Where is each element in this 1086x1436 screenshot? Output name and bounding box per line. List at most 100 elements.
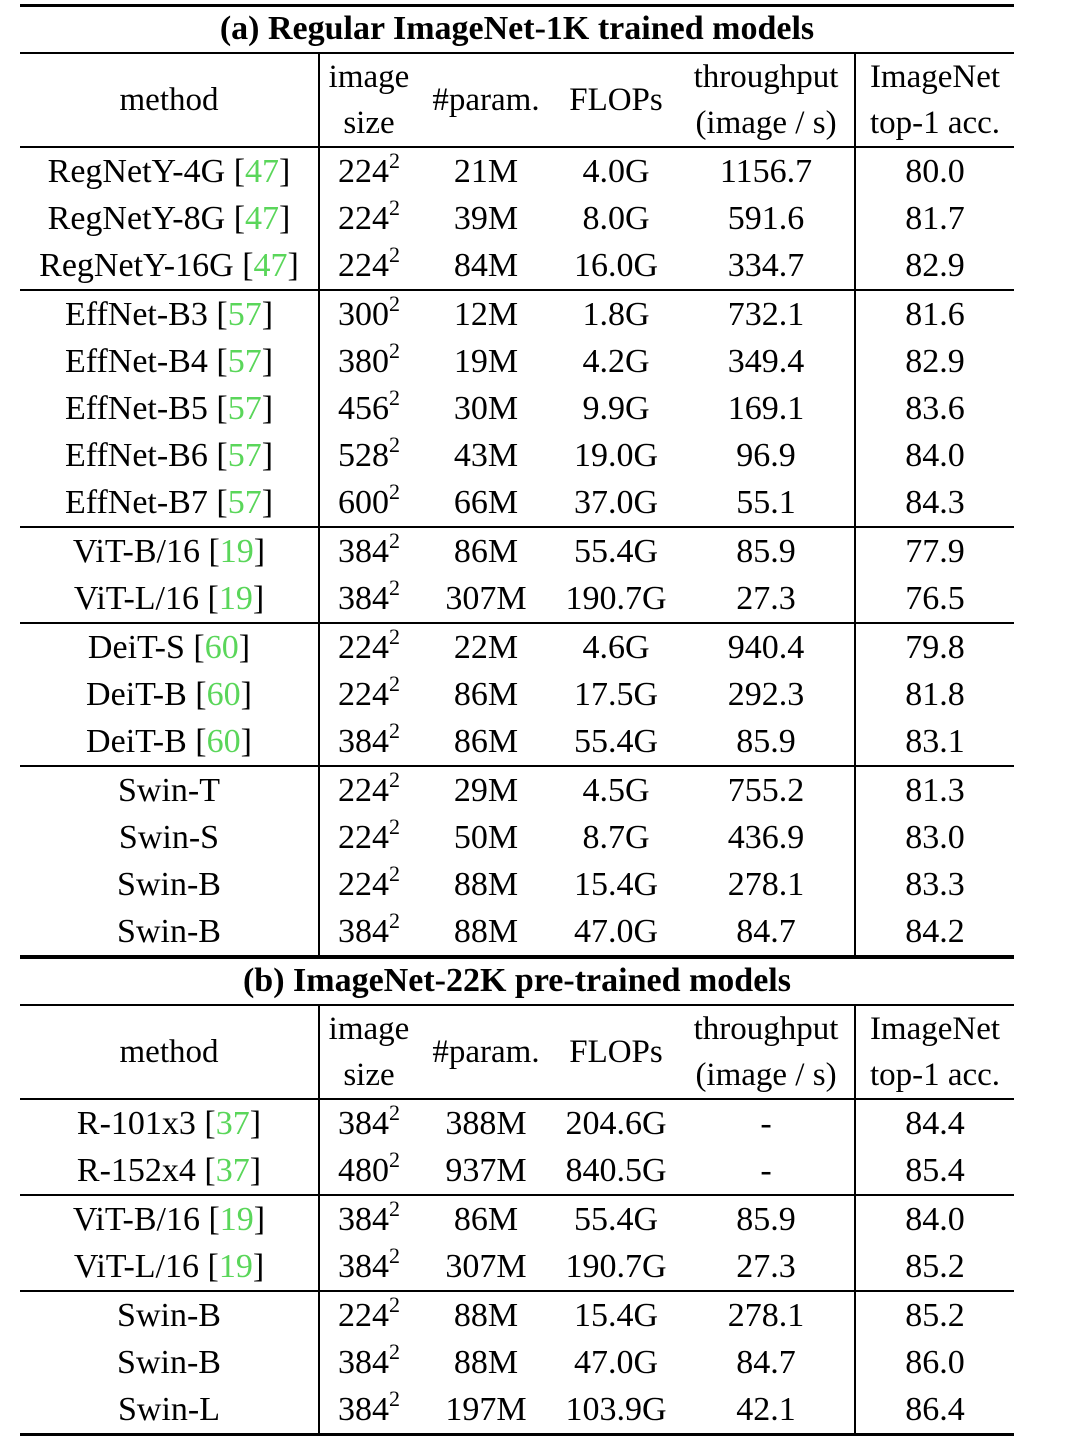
param-value: 88M (453, 1344, 519, 1381)
image-size-value: 384 (338, 1201, 389, 1238)
cell-acc: 86.4 (856, 1386, 1014, 1433)
citation-link[interactable]: 60 (204, 629, 239, 666)
cell-method: R-152x4 [37] (76, 1152, 262, 1189)
citation-link[interactable]: 57 (227, 296, 262, 333)
image-size-value: 600 (338, 484, 389, 521)
cell-throughput: 591.6 (678, 195, 854, 242)
citation-link[interactable]: 37 (215, 1105, 250, 1142)
cell-size: 3002 (320, 291, 418, 338)
cell-method: RegNetY-4G [47] (47, 153, 291, 190)
cell-flops: 8.0G (554, 195, 678, 242)
table-row: EffNet-B6 [57] 5282 43M 19.0G 96.9 84.0 (20, 432, 1014, 479)
throughput-value: 292.3 (727, 676, 805, 713)
method-name: EffNet-B5 (64, 390, 208, 427)
table-row: Swin-B 2242 88M 15.4G 278.1 85.2 (20, 1292, 1014, 1339)
cell-acc: 84.2 (856, 908, 1014, 955)
cell-throughput: 292.3 (678, 671, 854, 718)
table-row: RegNetY-8G [47] 2242 39M 8.0G 591.6 81.7 (20, 195, 1014, 242)
method-name: R-101x3 (76, 1105, 196, 1142)
throughput-value: 278.1 (727, 1297, 805, 1334)
table-row: ViT-B/16 [19] 3842 86M 55.4G 85.9 77.9 (20, 528, 1014, 575)
method-name: RegNetY-4G (47, 153, 226, 190)
cell-throughput: 84.7 (678, 908, 854, 955)
cell-method: ViT-L/16 [19] (73, 580, 265, 617)
image-size-value: 456 (338, 390, 389, 427)
cell-method: EffNet-B6 [57] (64, 437, 274, 474)
cell-size: 2242 (320, 195, 418, 242)
cell-size: 3842 (320, 1339, 418, 1386)
citation-link[interactable]: 19 (219, 533, 254, 570)
citation-link[interactable]: 19 (218, 1248, 253, 1285)
header-flops: FLOPs (554, 77, 678, 123)
flops-value: 37.0G (573, 484, 659, 521)
cell-param: 86M (418, 1196, 554, 1243)
cell-method: Swin-L (20, 1386, 318, 1433)
header-text: image (328, 59, 410, 95)
header-text: #param. (432, 1034, 540, 1070)
citation-link[interactable]: 47 (245, 200, 280, 237)
image-size-value: 384 (338, 533, 389, 570)
image-size-value: 300 (338, 296, 389, 333)
citation-link[interactable]: 19 (219, 1201, 254, 1238)
image-size-value: 384 (338, 1105, 389, 1142)
citation-link[interactable]: 60 (206, 723, 241, 760)
flops-value: 15.4G (573, 1297, 659, 1334)
method-name: Swin-B (117, 1297, 221, 1334)
acc-value: 83.0 (905, 819, 965, 856)
acc-value: 77.9 (905, 533, 965, 570)
acc-value: 81.6 (905, 296, 965, 333)
cell-flops: 15.4G (554, 1292, 678, 1339)
citation-link[interactable]: 47 (245, 153, 280, 190)
flops-value: 4.5G (582, 772, 650, 809)
cell-flops: 55.4G (554, 528, 678, 575)
header-throughput: throughput (image / s) (678, 54, 854, 146)
header-acc: ImageNet top-1 acc. (856, 54, 1014, 146)
flops-value: 190.7G (565, 1248, 667, 1285)
citation-link[interactable]: 37 (215, 1152, 250, 1189)
table-row: Swin-L 3842 197M 103.9G 42.1 86.4 (20, 1386, 1014, 1433)
acc-value: 84.3 (905, 484, 965, 521)
cell-param: 388M (418, 1100, 554, 1147)
cell-size: 3842 (320, 528, 418, 575)
image-size-value: 380 (338, 343, 389, 380)
section-divider-rule (20, 955, 1014, 959)
citation-link[interactable]: 19 (218, 580, 253, 617)
citation-link[interactable]: 57 (227, 390, 262, 427)
column-divider (854, 52, 856, 955)
throughput-value: 349.4 (727, 343, 805, 380)
cell-acc: 81.3 (856, 767, 1014, 814)
cell-throughput: 42.1 (678, 1386, 854, 1433)
cell-size: 4802 (320, 1147, 418, 1194)
cell-throughput: 55.1 (678, 479, 854, 526)
header-text: ImageNet (869, 1011, 1001, 1047)
section-title: (a) Regular ImageNet-1K trained models (219, 10, 815, 47)
cell-acc: 81.6 (856, 291, 1014, 338)
cell-acc: 83.6 (856, 385, 1014, 432)
citation-link[interactable]: 47 (253, 247, 288, 284)
header-text: size (343, 105, 395, 141)
cell-param: 19M (418, 338, 554, 385)
param-value: 88M (453, 866, 519, 903)
image-size-value: 224 (338, 772, 389, 809)
citation-link[interactable]: 57 (227, 343, 262, 380)
cell-flops: 4.0G (554, 148, 678, 195)
cell-flops: 8.7G (554, 814, 678, 861)
param-value: 388M (445, 1105, 527, 1142)
cell-throughput: 278.1 (678, 861, 854, 908)
table-row: R-152x4 [37] 4802 937M 840.5G - 85.4 (20, 1147, 1014, 1194)
section-title: (b) ImageNet-22K pre-trained models (242, 962, 791, 999)
cell-param: 30M (418, 385, 554, 432)
group-rule (20, 289, 1014, 291)
table-row: Swin-T 2242 29M 4.5G 755.2 81.3 (20, 767, 1014, 814)
column-divider (318, 52, 320, 955)
cell-throughput: - (678, 1100, 854, 1147)
throughput-value: 334.7 (727, 247, 805, 284)
cell-acc: 79.8 (856, 624, 1014, 671)
acc-value: 81.3 (905, 772, 965, 809)
citation-link[interactable]: 57 (227, 484, 262, 521)
citation-link[interactable]: 60 (206, 676, 241, 713)
citation-link[interactable]: 57 (227, 437, 262, 474)
header-text: FLOPs (569, 82, 663, 118)
cell-param: 50M (418, 814, 554, 861)
method-name: ViT-B/16 (72, 1201, 200, 1238)
